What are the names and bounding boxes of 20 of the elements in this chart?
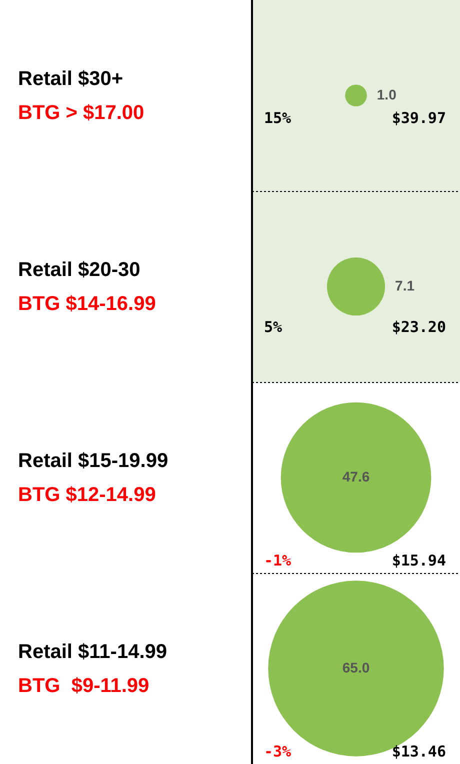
text: BTG $9-11.99 <box>18 674 150 696</box>
text: BTG $12-14.99 <box>18 484 156 506</box>
data-label: 5% <box>264 318 282 336</box>
data-label: $23.20 <box>392 318 446 336</box>
category-label: Retail $11-14.99 <box>18 640 167 664</box>
data-label: -1% <box>264 551 292 570</box>
category-label: Retail $15-19.99 <box>18 448 168 474</box>
category-label: Retail $20-30 <box>18 258 142 282</box>
data-label: 15% <box>264 108 292 127</box>
category-label: Retail $30+ <box>18 66 124 92</box>
data-label: -3% <box>264 742 292 760</box>
data-label: 1.0 <box>376 86 397 102</box>
text: BTG $14-16.99 <box>18 292 156 314</box>
data-label: 7.1 <box>395 277 415 294</box>
text: BTG > $17.00 <box>18 102 144 124</box>
data-label: 47.6 <box>342 468 370 484</box>
data-label: 65.0 <box>342 659 370 676</box>
data-label: $13.46 <box>392 742 446 760</box>
data-label: $15.94 <box>392 551 446 570</box>
data-label: $39.97 <box>392 108 446 127</box>
